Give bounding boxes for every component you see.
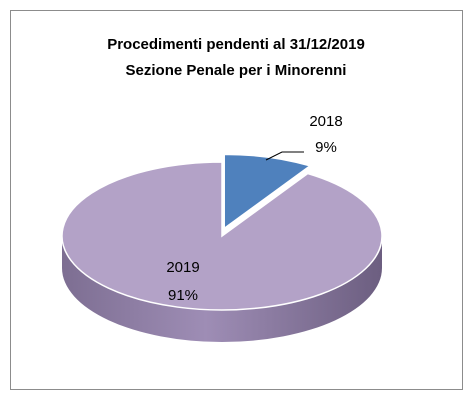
slice-value-label: 9% — [315, 139, 337, 156]
slice-category-label: 2019 — [166, 259, 199, 276]
chart-title: Procedimenti pendenti al 31/12/2019 — [107, 36, 365, 53]
leader-line — [265, 151, 304, 161]
chart-subtitle: Sezione Penale per i Minorenni — [126, 62, 347, 79]
slice-value-label: 91% — [168, 287, 198, 304]
pie-slice — [61, 161, 383, 311]
pie-slice — [223, 153, 312, 230]
slice-category-label: 2018 — [309, 113, 342, 130]
pie-side — [62, 236, 382, 342]
